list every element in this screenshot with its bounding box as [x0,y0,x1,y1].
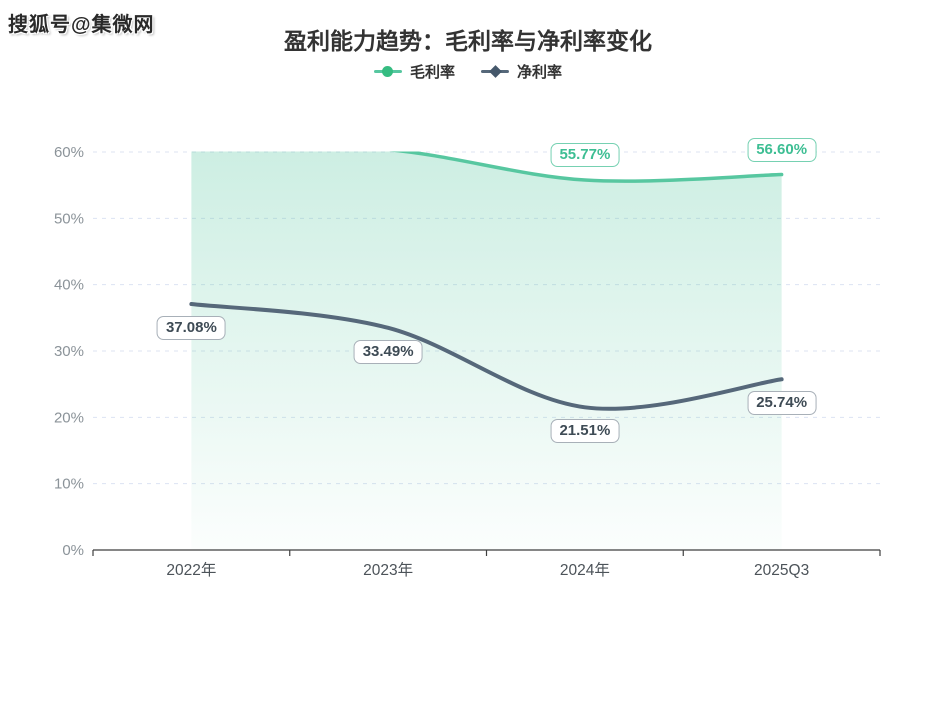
gross-margin-line [388,151,784,183]
y-tick-label: 60% [54,144,84,161]
point-label-series1-2025Q3: 25.74% [747,391,817,416]
y-tick-label: 0% [62,542,84,559]
gross-margin-area [191,151,782,550]
gross-margin-legend-marker-icon [373,65,402,79]
legend: 毛利率 净利率 [0,61,936,82]
y-tick-label: 20% [54,409,84,426]
net-margin-line [189,302,784,411]
point-label-series0-2025Q3: 56.60% [747,137,817,162]
watermark: 搜狐号@集微网 [8,14,155,36]
legend-item-net-margin[interactable]: 净利率 [481,61,562,82]
y-tick-label: 50% [54,210,84,227]
x-tick-label: 2023年 [363,561,413,579]
legend-circle-icon [382,66,394,77]
y-tick-label: 10% [54,476,84,493]
net-margin-legend-marker-icon [481,65,509,79]
legend-label-net-margin: 净利率 [517,64,563,81]
point-label-series1-2022年: 37.08% [156,316,226,341]
point-label-series1-2024年: 21.51% [550,419,620,444]
y-tick-label: 40% [54,277,84,294]
chart-title: 盈利能力趋势：毛利率与净利率变化 [284,28,652,54]
point-label-series0-2024年: 55.77% [550,143,620,168]
x-tick-label: 2022年 [166,561,216,579]
y-tick-label: 30% [54,343,84,360]
point-label-series1-2023年: 33.49% [353,339,423,364]
x-tick-label: 2025Q3 [754,562,809,579]
legend-label-gross-margin: 毛利率 [409,64,455,81]
x-tick-label: 2024年 [560,561,610,579]
legend-item-gross-margin[interactable]: 毛利率 [373,61,455,82]
